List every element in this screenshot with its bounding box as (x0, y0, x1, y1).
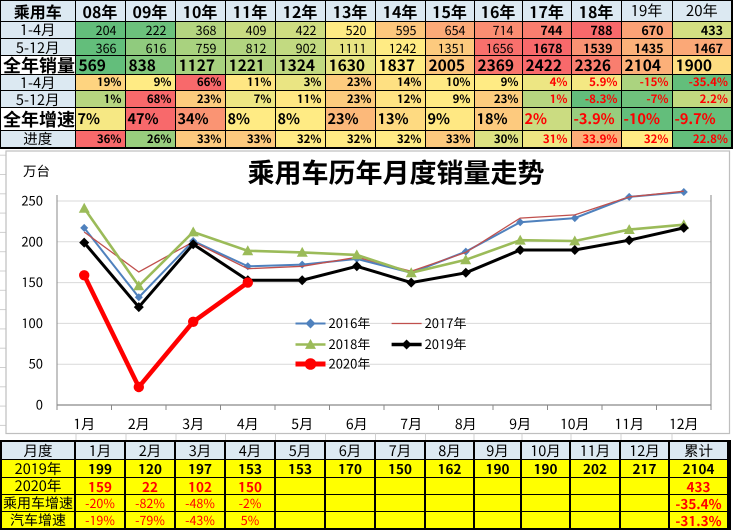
svg-text:2017年: 2017年 (425, 313, 467, 332)
svg-text:10月: 10月 (560, 414, 590, 434)
svg-text:1月: 1月 (73, 414, 95, 434)
svg-text:200: 200 (21, 231, 43, 250)
svg-text:5月: 5月 (291, 414, 313, 434)
svg-text:150: 150 (21, 272, 43, 291)
svg-text:2020年: 2020年 (329, 354, 371, 373)
svg-text:100: 100 (21, 313, 43, 332)
svg-text:乘用车历年月度销量走势: 乘用车历年月度销量走势 (248, 152, 545, 191)
svg-text:11月: 11月 (614, 414, 644, 434)
svg-text:2018年: 2018年 (329, 334, 371, 353)
svg-text:2019年: 2019年 (425, 334, 467, 353)
svg-text:7月: 7月 (400, 414, 422, 434)
svg-text:2016年: 2016年 (329, 313, 371, 332)
svg-text:4月: 4月 (237, 414, 259, 434)
svg-text:9月: 9月 (509, 414, 531, 434)
svg-text:50: 50 (29, 354, 43, 373)
svg-text:8月: 8月 (455, 414, 477, 434)
svg-text:6月: 6月 (346, 414, 368, 434)
svg-text:12月: 12月 (669, 414, 699, 434)
svg-text:2月: 2月 (128, 414, 150, 434)
svg-text:3月: 3月 (182, 414, 204, 434)
svg-text:250: 250 (21, 191, 43, 210)
svg-text:万台: 万台 (23, 160, 50, 180)
svg-text:0: 0 (36, 395, 43, 414)
